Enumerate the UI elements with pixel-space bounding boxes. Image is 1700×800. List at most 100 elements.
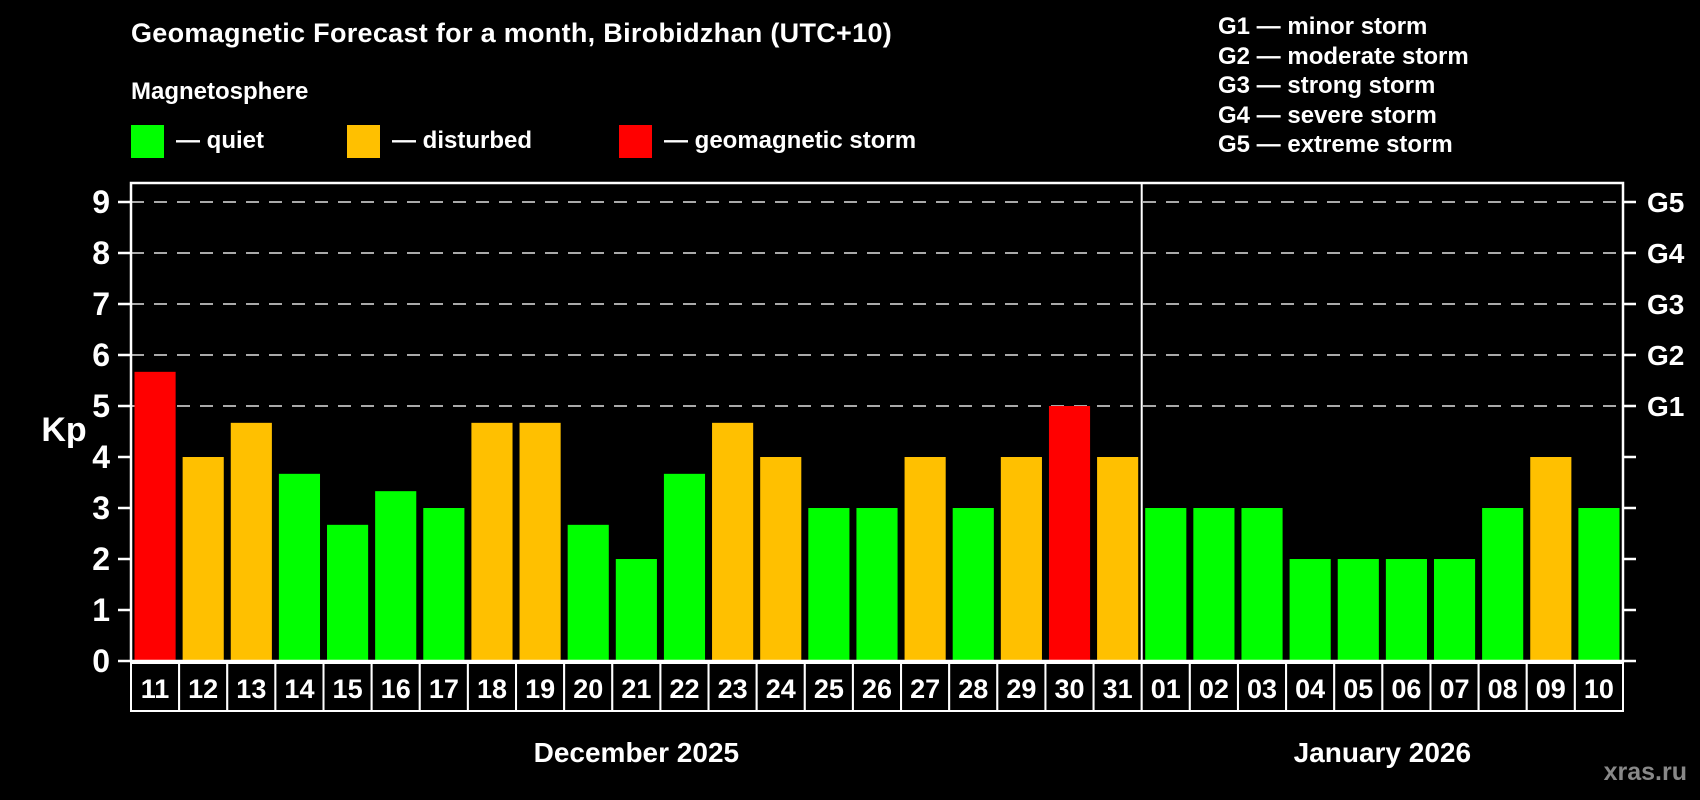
day-label-cell [1573, 662, 1625, 712]
legend-label-storm: — geomagnetic storm [664, 127, 917, 154]
kp-bar [1385, 559, 1427, 661]
quiet-color-swatch [131, 124, 164, 158]
g-axis-label: G1 [1647, 391, 1684, 422]
kp-bar [567, 524, 609, 661]
kp-bar [182, 457, 224, 661]
day-label: 31 [1103, 674, 1133, 704]
kp-bar [1048, 406, 1091, 661]
day-label: 08 [1488, 674, 1518, 704]
legend-item-disturbed: — disturbed [347, 124, 532, 158]
day-label-cell [1188, 662, 1239, 712]
legend-label-disturbed: — disturbed [392, 127, 533, 154]
g-axis-label: G2 [1647, 340, 1684, 371]
kp-bar [1530, 457, 1572, 661]
y-tick-label: 1 [92, 592, 110, 628]
storm-scale-g1: G1 — minor storm [1218, 13, 1428, 40]
kp-bar [1289, 559, 1331, 661]
day-label-cell [803, 662, 854, 712]
day-label: 20 [573, 674, 603, 704]
month-label: January 2026 [1294, 737, 1471, 768]
day-label-cell [563, 662, 614, 712]
kp-bar [423, 508, 465, 661]
y-tick-label: 6 [92, 337, 110, 373]
kp-bar [327, 524, 369, 661]
day-label: 27 [910, 674, 940, 704]
y-tick-label: 8 [92, 235, 110, 271]
g-axis-label: G3 [1647, 289, 1684, 320]
legend-label-quiet: — quiet [176, 127, 264, 154]
kp-bar [471, 422, 513, 661]
storm-scale-g4: G4 — severe storm [1218, 101, 1437, 129]
day-label-cell [322, 662, 373, 712]
day-label: 21 [621, 674, 651, 704]
legend-item-quiet: — quiet [131, 124, 264, 158]
day-label: 24 [766, 674, 796, 704]
day-label: 19 [525, 674, 555, 704]
day-label: 15 [333, 674, 363, 704]
day-label-cell [274, 662, 325, 712]
day-label-cell [1092, 662, 1143, 712]
day-label-cell [1525, 662, 1576, 712]
kp-bar [1241, 508, 1283, 661]
storm-color-swatch [619, 124, 652, 158]
kp-bar [615, 559, 657, 661]
kp-bar [134, 371, 176, 661]
day-label-cell [466, 662, 518, 712]
day-label: 03 [1247, 674, 1277, 704]
day-label: 01 [1151, 674, 1181, 704]
day-label: 23 [718, 674, 748, 704]
kp-bar [1337, 559, 1379, 661]
day-label: 22 [669, 674, 699, 704]
day-label: 16 [381, 674, 411, 704]
day-label-cell [851, 662, 903, 712]
kp-bar [1193, 508, 1235, 661]
storm-scale-g3: G3 — strong storm [1218, 72, 1436, 100]
legend-item-storm: — geomagnetic storm [619, 124, 916, 158]
day-label-cell [707, 662, 758, 712]
day-label: 09 [1536, 674, 1566, 704]
kp-bar [760, 457, 802, 661]
day-label: 06 [1391, 674, 1421, 704]
day-label: 17 [429, 674, 459, 704]
day-label: 12 [188, 674, 218, 704]
kp-bar [1482, 508, 1524, 661]
g-axis-label: G4 [1647, 238, 1685, 269]
kp-bar [904, 457, 946, 661]
g-axis-label: G5 [1647, 187, 1684, 218]
day-label: 11 [141, 674, 170, 704]
storm-scale-g2: G2 — moderate storm [1218, 42, 1469, 70]
day-label-cell [418, 662, 469, 712]
chart-title: Geomagnetic Forecast for a month, Birobi… [131, 18, 893, 48]
day-label-cell [611, 662, 662, 712]
kp-axis-title: Kp [41, 411, 86, 449]
kp-bar [808, 508, 850, 661]
day-label: 10 [1584, 674, 1614, 704]
kp-bar [1145, 508, 1187, 661]
plot-border [129, 181, 1625, 663]
day-label: 13 [236, 674, 266, 704]
day-label-cell [1381, 662, 1432, 712]
kp-bar [663, 473, 706, 661]
day-label-cell [755, 662, 806, 712]
xras-watermark: xras.ru [1603, 758, 1687, 786]
kp-bar [952, 508, 994, 661]
month-label: December 2025 [534, 737, 739, 768]
y-tick-label: 4 [92, 439, 110, 475]
day-label: 14 [284, 674, 314, 704]
y-tick-label: 9 [92, 184, 110, 220]
kp-bar [1433, 559, 1476, 661]
chart-subtitle: Magnetosphere [131, 78, 309, 105]
y-tick-label: 7 [92, 286, 110, 322]
y-tick-label: 0 [92, 643, 110, 679]
day-label: 02 [1199, 674, 1229, 704]
y-tick-label: 2 [92, 541, 110, 577]
kp-bar [1000, 457, 1042, 661]
day-label-cell [1236, 662, 1288, 712]
day-label: 18 [477, 674, 507, 704]
day-label: 26 [862, 674, 892, 704]
y-tick-label: 5 [92, 388, 110, 424]
kp-bar [856, 508, 898, 661]
kp-bar [375, 491, 417, 661]
disturbed-color-swatch [347, 124, 380, 158]
